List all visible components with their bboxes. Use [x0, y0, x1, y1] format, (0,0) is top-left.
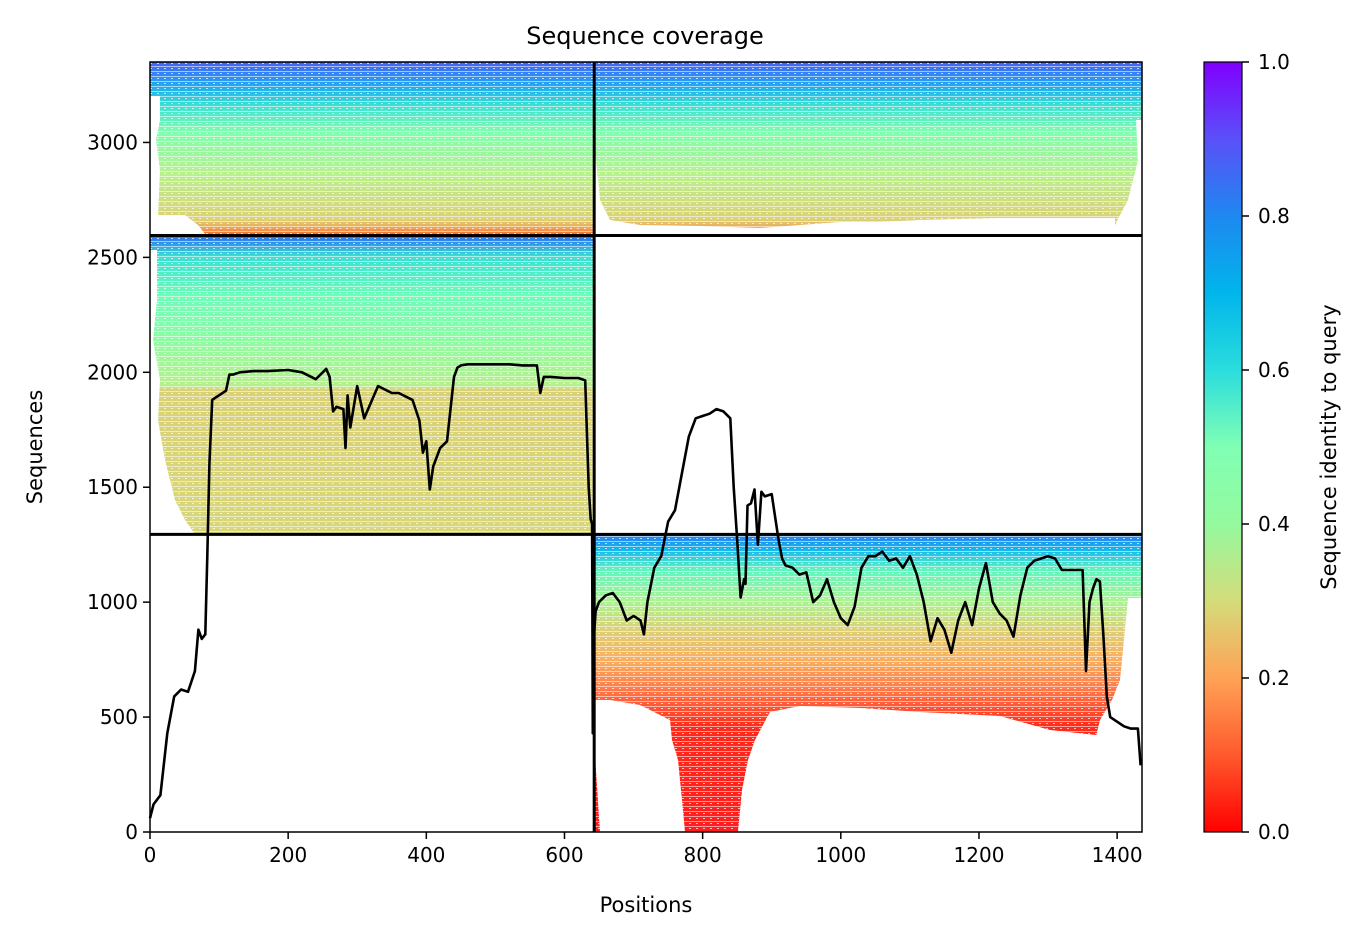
- y-tick-label: 2000: [87, 360, 138, 384]
- colorbar-tick-label: 1.0: [1258, 50, 1290, 74]
- x-tick-label: 200: [269, 843, 307, 867]
- uncovered-region-1: [150, 96, 205, 234]
- uncovered-region-4: [150, 250, 195, 534]
- x-tick-label: 0: [144, 843, 157, 867]
- uncovered-region-2: [1115, 120, 1142, 234]
- y-tick-label: 0: [125, 820, 138, 844]
- x-tick-label: 1000: [815, 843, 866, 867]
- uncovered-region-3: [594, 140, 1115, 234]
- uncovered-region-6: [594, 700, 685, 832]
- colorbar-tick-label: 0.2: [1258, 666, 1290, 690]
- uncovered-region-5: [1090, 598, 1142, 760]
- colorbar-tick-label: 0.4: [1258, 512, 1290, 536]
- colorbar-tick-label: 0.0: [1258, 820, 1290, 844]
- uncovered-region-7: [738, 706, 1142, 832]
- plot-frame: [149, 61, 1143, 833]
- colorbar-label: Sequence identity to query: [1317, 304, 1341, 589]
- colorbar-tick-label: 0.8: [1258, 204, 1290, 228]
- x-axis: 0 200 400 600 800 1000 1200 1400: [144, 832, 1143, 867]
- colorbar-ticks: 0.0 0.2 0.4 0.6 0.8 1.0: [1242, 50, 1290, 844]
- y-tick-label: 500: [100, 705, 138, 729]
- heatmap-block-gaps-2: [594, 62, 1142, 236]
- x-tick-label: 1200: [954, 843, 1005, 867]
- chart-title: Sequence coverage: [526, 22, 763, 50]
- heatmap-block-gaps-1: [150, 62, 595, 236]
- y-tick-label: 3000: [87, 130, 138, 154]
- block-boundaries: [150, 62, 1142, 832]
- x-tick-label: 600: [545, 843, 583, 867]
- y-axis: 0 500 1000 1500 2000 2500 3000: [87, 130, 150, 844]
- x-tick-label: 400: [407, 843, 445, 867]
- coverage-line: [148, 362, 1142, 819]
- x-axis-label: Positions: [600, 893, 693, 917]
- coverage-line-layer: [148, 362, 1142, 819]
- y-axis-label: Sequences: [23, 390, 47, 505]
- y-tick-label: 1000: [87, 590, 138, 614]
- y-tick-label: 2500: [87, 245, 138, 269]
- x-tick-label: 1400: [1092, 843, 1143, 867]
- x-tick-label: 800: [684, 843, 722, 867]
- colorbar: [1203, 61, 1243, 833]
- coverage-heatmap-blocks: [150, 62, 1142, 832]
- heatmap-block-gaps-3: [150, 235, 595, 535]
- y-tick-label: 1500: [87, 475, 138, 499]
- colorbar-tick-label: 0.6: [1258, 358, 1290, 382]
